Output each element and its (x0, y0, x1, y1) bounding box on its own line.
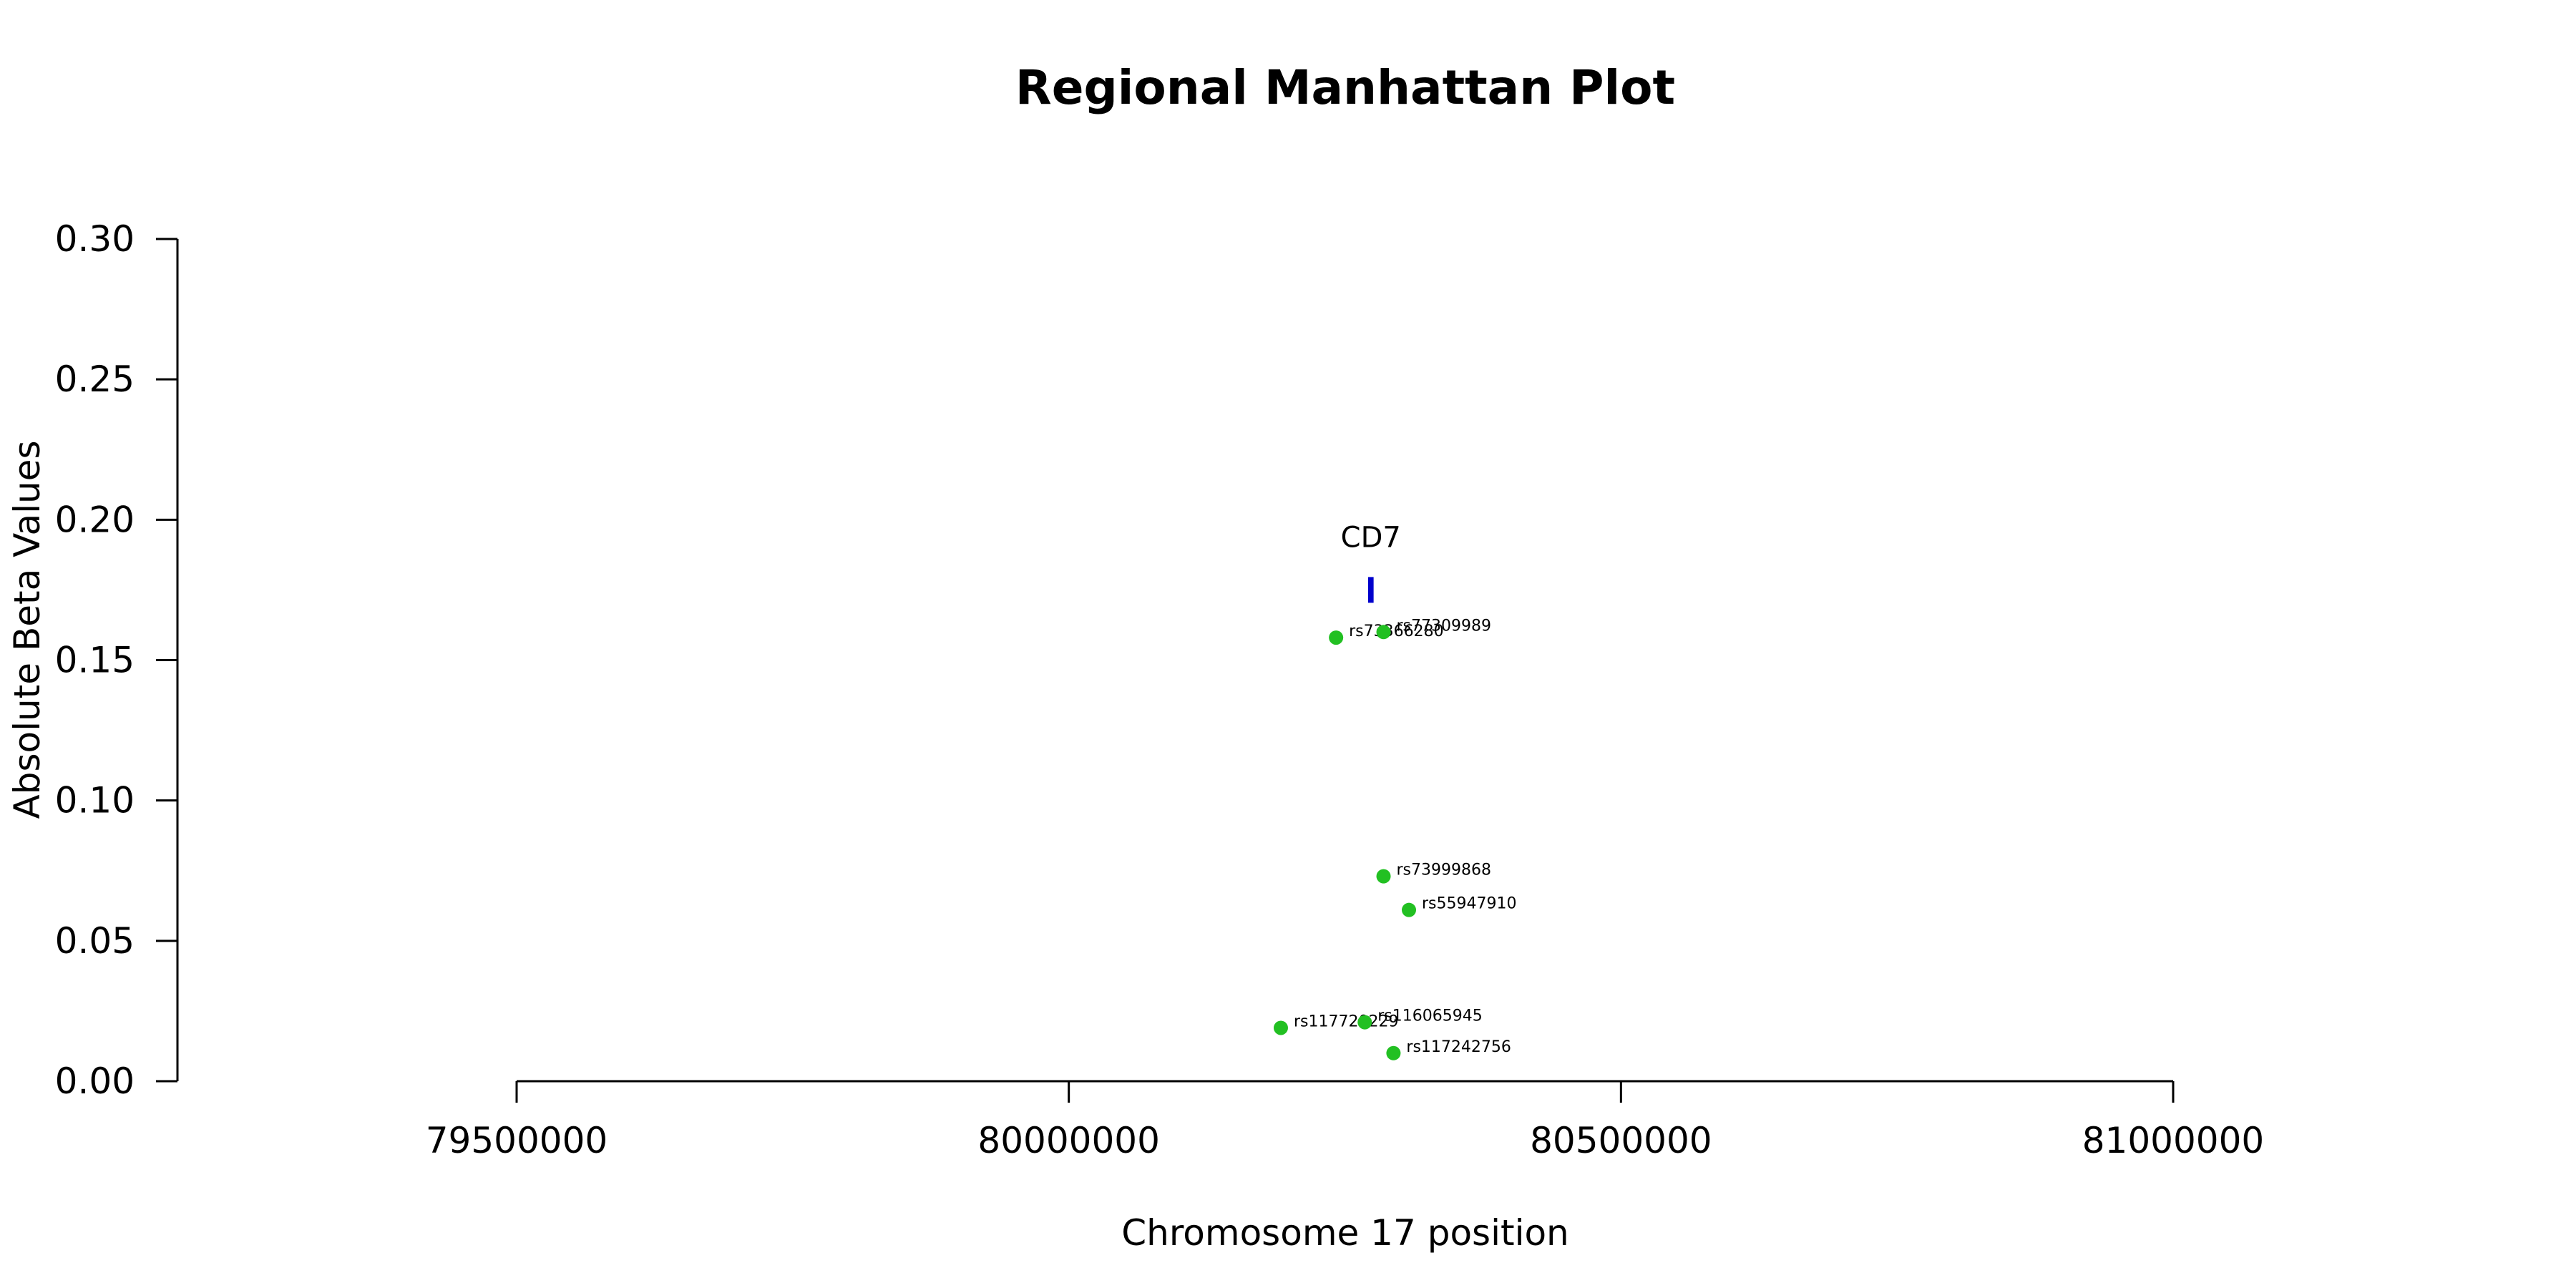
data-point (1273, 1020, 1288, 1035)
chart-title: Regional Manhattan Plot (1015, 60, 1675, 115)
point-label: rs117242756 (1406, 1038, 1511, 1056)
data-point (1376, 869, 1391, 884)
data-point (1329, 630, 1344, 645)
y-tick-label: 0.30 (55, 218, 135, 260)
y-tick-label: 0.00 (55, 1060, 135, 1102)
x-tick-label: 81000000 (2082, 1120, 2265, 1161)
point-label: rs73999868 (1397, 862, 1491, 879)
x-tick-label: 80500000 (1530, 1120, 1712, 1161)
x-tick-label: 80000000 (977, 1120, 1160, 1161)
point-label: rs117720229 (1294, 1013, 1398, 1030)
point-label: rs73366280 (1349, 623, 1443, 640)
y-tick-label: 0.10 (55, 780, 135, 821)
data-point (1386, 1045, 1401, 1060)
y-tick-label: 0.25 (55, 358, 135, 400)
data-point (1402, 902, 1417, 917)
point-label: rs55947910 (1422, 895, 1516, 913)
x-axis-label: Chromosome 17 position (1121, 1212, 1569, 1254)
x-tick-label: 79500000 (426, 1120, 608, 1161)
gene-label: CD7 (1341, 521, 1401, 554)
gene-marker (1367, 577, 1374, 603)
point-label: rs116065945 (1377, 1008, 1482, 1025)
y-tick-label: 0.05 (55, 920, 135, 962)
data-point (1357, 1015, 1372, 1030)
gene-annotations: CD7 (1341, 521, 1401, 603)
axes: 0.00 0.05 0.10 0.15 0.20 0.25 0.30 79500000 8000… (55, 218, 2265, 1161)
data-point (1376, 625, 1391, 640)
y-axis-label: Absolute Beta Values (6, 441, 48, 819)
y-tick-label: 0.15 (55, 640, 135, 681)
y-tick-label: 0.20 (55, 499, 135, 540)
point-label: rs77309989 (1397, 617, 1491, 635)
